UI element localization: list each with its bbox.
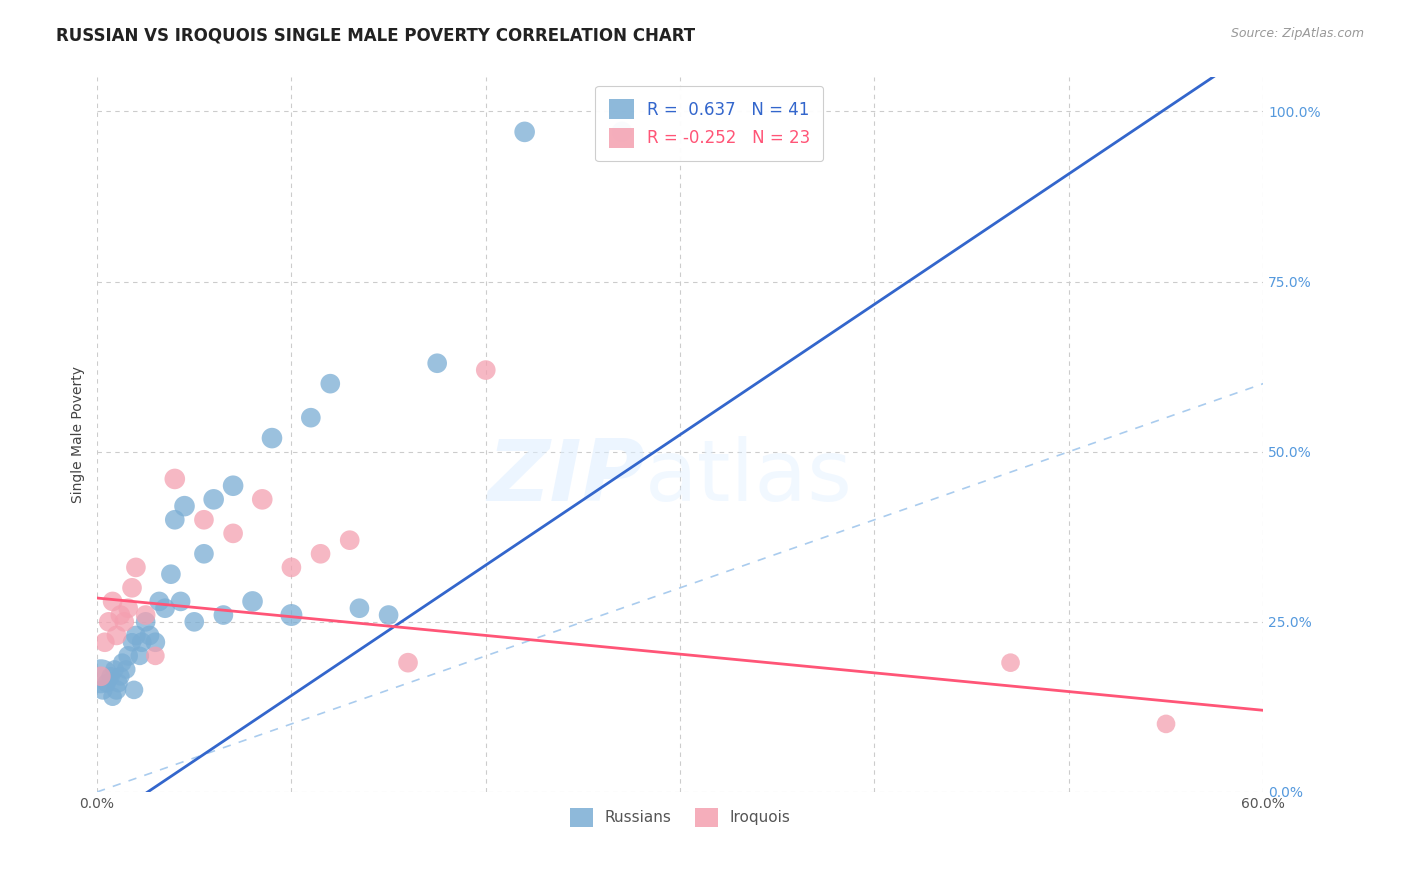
Point (96, 676, 118, 690)
Point (111, 656, 134, 670)
Point (117, 601, 139, 615)
Point (115, 663, 138, 677)
Point (100, 669, 122, 683)
Text: atlas: atlas (645, 436, 853, 519)
Point (105, 682, 128, 697)
Point (112, 615, 135, 629)
Point (163, 513, 186, 527)
Point (339, 533, 361, 548)
Text: Source: ZipAtlas.com: Source: ZipAtlas.com (1230, 27, 1364, 40)
Point (105, 628, 128, 642)
Point (513, 125, 536, 139)
Point (396, 656, 419, 670)
Point (349, 601, 371, 615)
Point (474, 363, 496, 377)
Point (110, 669, 132, 683)
Point (1000, 656, 1022, 670)
Point (319, 376, 342, 391)
Point (309, 547, 332, 561)
Point (148, 594, 170, 608)
Point (101, 690, 124, 704)
Point (121, 635, 143, 649)
Point (110, 607, 132, 622)
Point (426, 356, 449, 370)
Point (107, 676, 129, 690)
Point (222, 526, 245, 541)
Point (97, 615, 120, 629)
Point (173, 499, 195, 513)
Point (143, 635, 166, 649)
Point (280, 560, 302, 574)
Point (131, 635, 153, 649)
Point (94, 635, 117, 649)
Point (121, 581, 143, 595)
Point (91, 682, 114, 697)
Point (193, 547, 215, 561)
Point (222, 479, 245, 493)
Point (242, 594, 264, 608)
Point (138, 628, 160, 642)
Point (280, 607, 302, 622)
Y-axis label: Single Male Poverty: Single Male Poverty (72, 367, 86, 503)
Point (135, 615, 157, 629)
Point (160, 567, 183, 582)
Point (163, 472, 186, 486)
Point (128, 648, 150, 663)
Point (183, 615, 205, 629)
Point (143, 648, 166, 663)
Point (125, 560, 148, 574)
Point (117, 648, 139, 663)
Point (153, 601, 176, 615)
Point (125, 628, 148, 642)
Point (193, 513, 215, 527)
Point (103, 663, 125, 677)
Point (610, 125, 633, 139)
Point (169, 594, 191, 608)
Point (90, 669, 112, 683)
Point (260, 431, 283, 445)
Point (135, 607, 157, 622)
Point (122, 682, 145, 697)
Point (1154, 717, 1177, 731)
Point (212, 607, 235, 622)
Point (299, 410, 322, 425)
Text: ZIP: ZIP (488, 436, 645, 519)
Point (101, 594, 124, 608)
Legend: Russians, Iroquois: Russians, Iroquois (562, 800, 799, 834)
Text: RUSSIAN VS IROQUOIS SINGLE MALE POVERTY CORRELATION CHART: RUSSIAN VS IROQUOIS SINGLE MALE POVERTY … (56, 27, 696, 45)
Point (202, 492, 225, 507)
Point (377, 607, 399, 622)
Point (90, 669, 112, 683)
Point (252, 492, 274, 507)
